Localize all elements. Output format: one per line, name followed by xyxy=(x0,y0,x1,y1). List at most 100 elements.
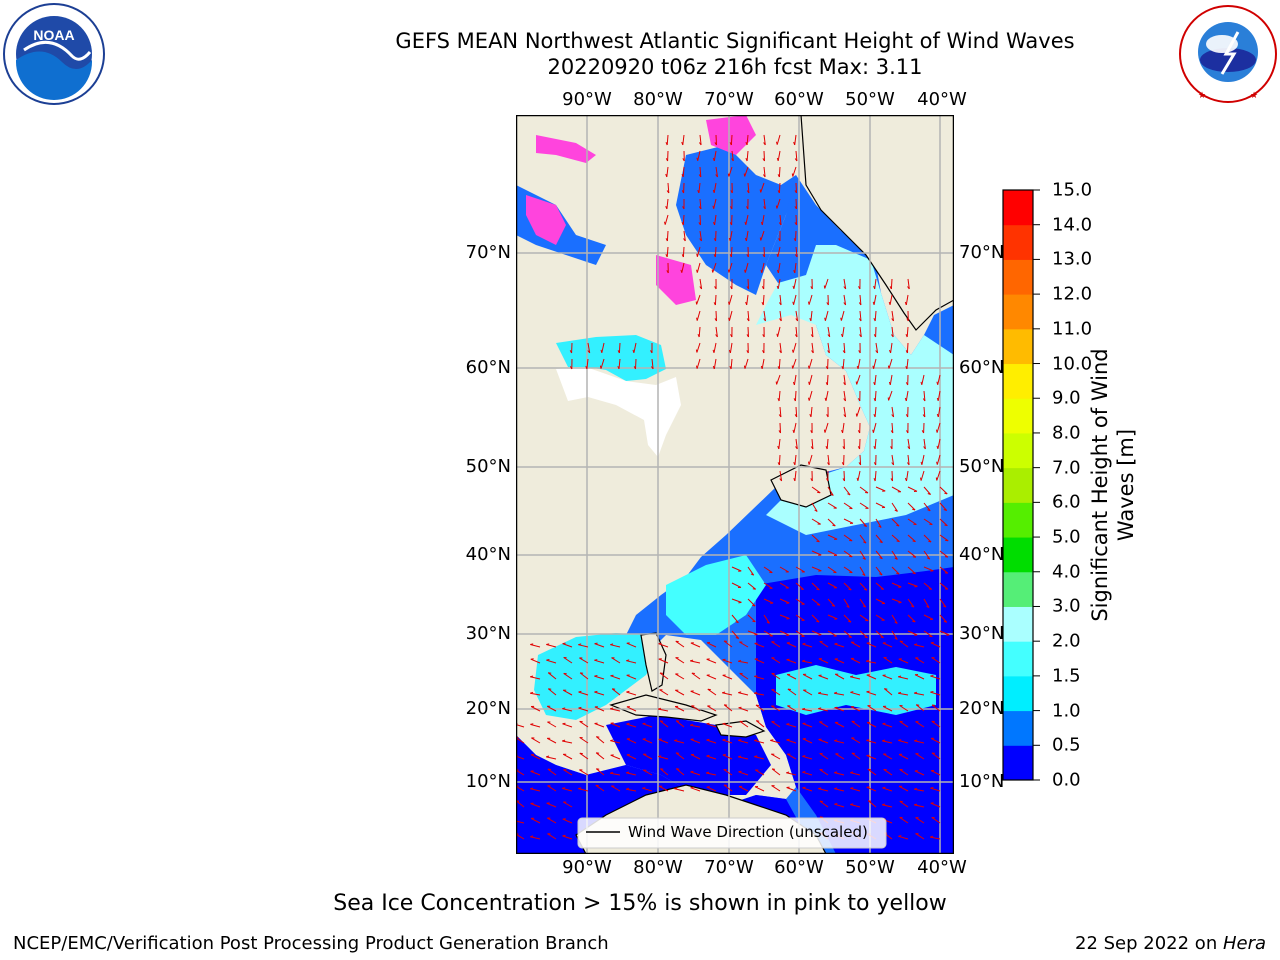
wave-vector-arrow xyxy=(827,454,830,465)
wave-vector-arrow xyxy=(923,614,934,620)
wave-vector-arrow xyxy=(595,752,605,760)
wave-vector-arrow xyxy=(930,642,941,648)
wave-vector-arrowhead xyxy=(745,158,748,162)
colorbar-segment xyxy=(1003,675,1033,712)
wave-vector-arrowhead xyxy=(776,333,779,337)
wave-vector-arrowhead xyxy=(698,174,702,178)
wave-vector-arrow xyxy=(923,550,931,560)
colorbar-segment xyxy=(1003,328,1033,365)
wave-vector-arrowhead xyxy=(626,722,630,725)
wave-vector-arrow xyxy=(834,740,845,744)
wave-vector-arrowhead xyxy=(766,621,770,624)
wave-vector-arrowhead xyxy=(779,318,782,322)
wave-vector-arrow xyxy=(778,454,781,466)
wave-vector-arrow xyxy=(907,438,911,449)
wave-vector-arrowhead xyxy=(846,605,850,608)
wave-vector-arrowhead xyxy=(793,478,796,482)
wave-vector-arrow xyxy=(827,614,838,620)
wave-vector-arrowhead xyxy=(794,254,798,258)
wave-vector-arrowhead xyxy=(873,382,876,386)
wave-vector-arrowhead xyxy=(936,429,938,433)
wave-vector-arrowhead xyxy=(712,157,715,162)
wave-vector-arrowhead xyxy=(811,350,814,354)
wave-vector-arrowhead xyxy=(548,672,552,674)
wave-vector-arrowhead xyxy=(873,462,877,466)
sea-ice-note: Sea Ice Concentration > 15% is shown in … xyxy=(333,891,947,916)
wave-vector-arrowhead xyxy=(888,381,891,386)
wave-vector-arrow xyxy=(763,198,766,209)
wave-vector-arrowhead xyxy=(826,302,829,306)
wave-vector-arrow xyxy=(547,768,557,776)
wave-vector-arrow xyxy=(795,406,798,418)
wave-vector-arrow xyxy=(819,768,829,776)
wave-vector-arrow xyxy=(931,704,941,712)
wave-vector-arrowhead xyxy=(776,157,779,161)
wave-vector-arrowhead xyxy=(610,771,614,774)
lat-label-right: 50°N xyxy=(959,456,1005,477)
wave-vector-arrow xyxy=(842,326,845,337)
wave-vector-arrow xyxy=(859,310,862,322)
wave-vector-arrowhead xyxy=(762,254,765,258)
wave-vector-arrow xyxy=(707,705,717,712)
wave-vector-arrowhead xyxy=(546,643,550,645)
colorbar-tick-label: 1.5 xyxy=(1052,665,1081,687)
wave-vector-arrow xyxy=(859,598,867,608)
wave-vector-arrowhead xyxy=(808,381,810,385)
wave-vector-arrow xyxy=(898,692,909,696)
wave-vector-arrow xyxy=(850,787,861,792)
wave-vector-arrow xyxy=(610,740,621,744)
wave-vector-arrowhead xyxy=(794,158,798,162)
wave-vector-arrow xyxy=(802,723,813,728)
lon-label-top: 50°W xyxy=(845,89,895,110)
wave-vector-arrowhead xyxy=(596,768,600,770)
wave-vector-arrowhead xyxy=(772,768,776,770)
wave-vector-arrow xyxy=(746,150,749,162)
wave-vector-arrowhead xyxy=(735,637,739,639)
wave-vector-arrow xyxy=(715,134,717,146)
wave-vector-arrowhead xyxy=(834,787,838,790)
wave-vector-arrow xyxy=(802,643,813,648)
wave-vector-arrow xyxy=(633,342,637,353)
wave-vector-arrowhead xyxy=(858,302,862,306)
wave-vector-arrow xyxy=(923,598,930,608)
wave-vector-arrow xyxy=(850,804,861,808)
wave-vector-arrow xyxy=(931,720,941,728)
wave-vector-arrow xyxy=(866,755,877,760)
lat-label-right: 60°N xyxy=(959,357,1005,378)
wave-vector-arrowhead xyxy=(714,318,717,322)
wave-vector-arrow xyxy=(930,770,941,776)
wave-vector-arrow xyxy=(530,676,541,680)
wave-vector-arrowhead xyxy=(746,286,750,290)
wave-vector-arrow xyxy=(802,738,813,744)
wave-vector-arrow xyxy=(851,752,861,760)
wave-vector-arrow xyxy=(747,582,757,590)
wave-vector-arrow xyxy=(530,836,541,840)
wave-vector-arrowhead xyxy=(891,462,894,466)
wave-vector-arrow xyxy=(723,784,733,792)
wave-vector-arrow xyxy=(866,674,877,680)
wave-vector-arrowhead xyxy=(610,643,614,646)
wave-vector-arrowhead xyxy=(762,350,765,354)
wave-vector-arrowhead xyxy=(889,349,892,354)
wave-vector-arrow xyxy=(699,134,702,145)
wave-vector-arrow xyxy=(745,214,749,225)
wave-vector-arrowhead xyxy=(920,461,923,465)
wave-vector-arrow xyxy=(562,740,573,744)
wave-vector-arrow xyxy=(746,134,749,146)
wave-vector-arrow xyxy=(778,166,781,178)
wave-vector-arrowhead xyxy=(794,414,798,418)
wave-vector-arrow xyxy=(713,150,717,161)
wave-vector-arrowhead xyxy=(912,556,916,558)
wave-vector-arrowhead xyxy=(761,301,764,306)
wave-vector-arrow xyxy=(747,598,756,607)
wave-vector-arrow xyxy=(626,660,637,664)
wave-vector-arrowhead xyxy=(778,238,781,242)
wave-vector-arrow xyxy=(907,598,915,608)
wave-vector-arrow xyxy=(802,771,813,776)
wave-vector-arrow xyxy=(762,294,765,306)
wave-vector-arrow xyxy=(722,754,733,760)
footer-date-text: 22 Sep 2022 on xyxy=(1075,933,1223,954)
wave-vector-arrow xyxy=(562,643,573,648)
wave-vector-arrow xyxy=(675,752,685,760)
wave-vector-arrow xyxy=(747,278,750,290)
